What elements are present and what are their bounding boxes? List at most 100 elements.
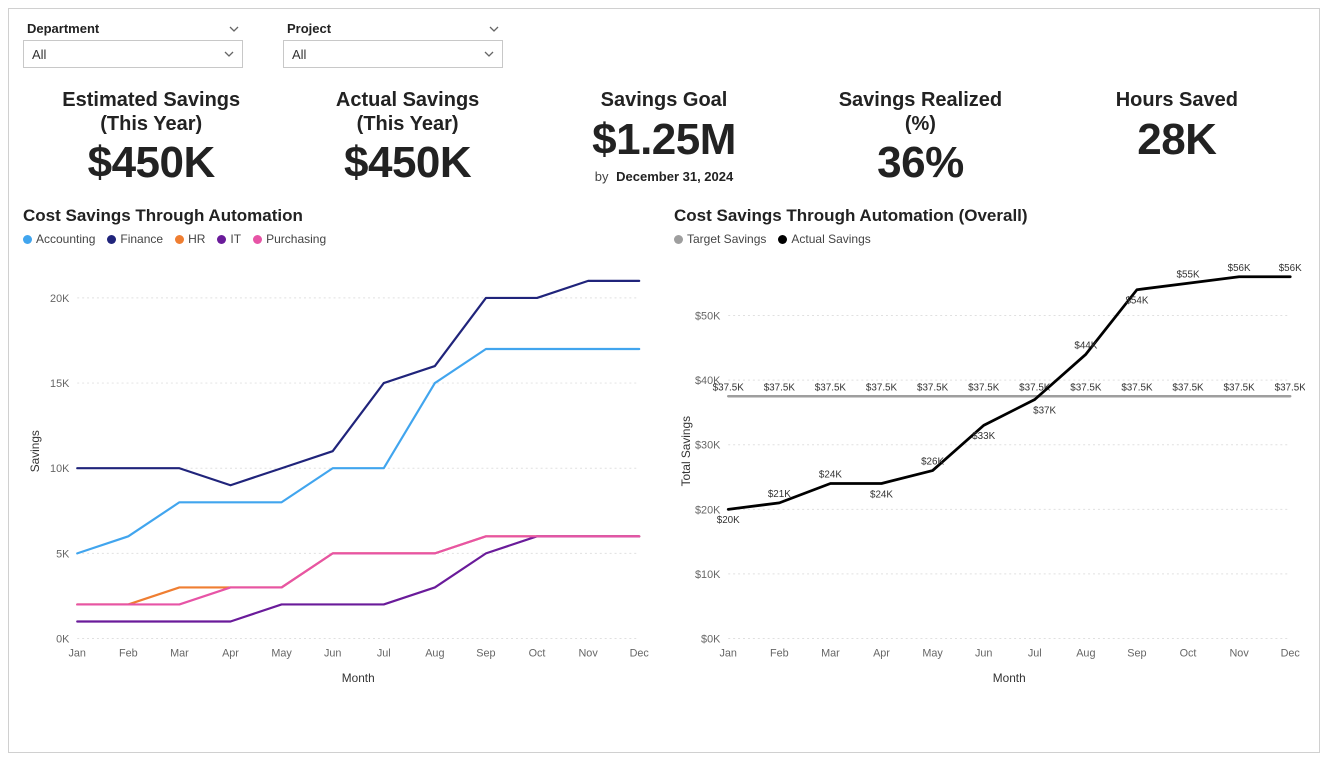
legend-dot-icon [674, 235, 683, 244]
svg-text:$37.5K: $37.5K [713, 382, 745, 393]
svg-text:Jan: Jan [68, 647, 85, 659]
kpi-note: by December 31, 2024 [536, 169, 792, 184]
filter-project-header[interactable]: Project [283, 19, 503, 40]
svg-text:20K: 20K [50, 293, 70, 305]
svg-text:Jan: Jan [719, 647, 736, 659]
kpi-savings-goal: Savings Goal $1.25M by December 31, 2024 [536, 88, 792, 188]
svg-text:Mar: Mar [170, 647, 189, 659]
svg-text:$33K: $33K [972, 431, 995, 442]
legend-item[interactable]: Target Savings [674, 232, 766, 246]
legend-label: Actual Savings [791, 232, 870, 246]
kpi-title: Actual Savings [279, 88, 535, 113]
legend-item[interactable]: Purchasing [253, 232, 326, 246]
kpi-hours-saved: Hours Saved 28K [1049, 88, 1305, 188]
svg-text:Nov: Nov [1229, 647, 1249, 659]
chevron-down-icon [489, 24, 499, 34]
legend-dot-icon [107, 235, 116, 244]
chart-legend: Target Savings Actual Savings [674, 232, 1305, 246]
svg-text:Dec: Dec [1281, 647, 1301, 659]
chart-legend: Accounting Finance HR IT Purchasing [23, 232, 654, 246]
legend-label: HR [188, 232, 205, 246]
legend-dot-icon [778, 235, 787, 244]
kpi-value: $450K [23, 138, 279, 188]
kpi-estimated-savings: Estimated Savings (This Year) $450K [23, 88, 279, 188]
legend-item[interactable]: HR [175, 232, 205, 246]
svg-text:$37K: $37K [1033, 405, 1056, 416]
filter-project-select[interactable]: All [283, 40, 503, 68]
chart-title: Cost Savings Through Automation (Overall… [674, 206, 1305, 226]
svg-text:$56K: $56K [1279, 263, 1302, 274]
svg-text:Mar: Mar [821, 647, 840, 659]
svg-text:$37.5K: $37.5K [815, 382, 847, 393]
legend-label: Finance [120, 232, 163, 246]
kpi-title: Savings Realized [792, 88, 1048, 113]
kpi-value: $450K [279, 138, 535, 188]
svg-text:0K: 0K [56, 633, 70, 645]
legend-dot-icon [217, 235, 226, 244]
svg-text:$26K: $26K [921, 457, 944, 468]
svg-text:$30K: $30K [695, 440, 721, 452]
kpi-title: Estimated Savings [23, 88, 279, 113]
svg-text:$56K: $56K [1228, 263, 1251, 274]
filter-department-label: Department [27, 21, 99, 36]
svg-text:$55K: $55K [1177, 269, 1200, 280]
svg-text:$37.5K: $37.5K [1121, 382, 1153, 393]
svg-text:May: May [271, 647, 292, 659]
svg-text:$37.5K: $37.5K [764, 382, 796, 393]
chevron-down-icon [229, 24, 239, 34]
chart-cost-savings-by-dept: Cost Savings Through Automation Accounti… [23, 206, 654, 693]
svg-text:15K: 15K [50, 378, 70, 390]
svg-text:$24K: $24K [819, 470, 842, 481]
svg-text:Aug: Aug [1076, 647, 1095, 659]
kpi-value: 36% [792, 138, 1048, 188]
filters-row: Department All Project All [23, 19, 1305, 68]
legend-item[interactable]: Accounting [23, 232, 95, 246]
svg-text:$50K: $50K [695, 310, 721, 322]
svg-text:$21K: $21K [768, 489, 791, 500]
legend-item[interactable]: IT [217, 232, 241, 246]
line-chart: 0K5K10K15K20KJanFebMarAprMayJunJulAugSep… [23, 254, 654, 688]
line-chart: $0K$10K$20K$30K$40K$50KJanFebMarAprMayJu… [674, 254, 1305, 688]
svg-text:Sep: Sep [476, 647, 495, 659]
svg-text:Month: Month [993, 671, 1026, 685]
svg-text:May: May [922, 647, 943, 659]
filter-department-header[interactable]: Department [23, 19, 243, 40]
filter-department-select[interactable]: All [23, 40, 243, 68]
svg-text:Dec: Dec [630, 647, 650, 659]
legend-dot-icon [23, 235, 32, 244]
kpi-row: Estimated Savings (This Year) $450K Actu… [23, 88, 1305, 188]
filter-project-label: Project [287, 21, 331, 36]
filter-project-value: All [292, 47, 306, 62]
svg-text:$0K: $0K [701, 633, 721, 645]
kpi-subtitle: (This Year) [279, 113, 535, 136]
svg-text:Feb: Feb [119, 647, 138, 659]
svg-text:Oct: Oct [529, 647, 546, 659]
charts-row: Cost Savings Through Automation Accounti… [23, 206, 1305, 693]
svg-text:$10K: $10K [695, 569, 721, 581]
kpi-value: 28K [1049, 115, 1305, 165]
legend-item[interactable]: Actual Savings [778, 232, 870, 246]
svg-text:Sep: Sep [1127, 647, 1146, 659]
legend-label: IT [230, 232, 241, 246]
svg-text:$37.5K: $37.5K [1070, 382, 1102, 393]
legend-item[interactable]: Finance [107, 232, 163, 246]
svg-text:$24K: $24K [870, 489, 893, 500]
kpi-note-date: December 31, 2024 [616, 169, 733, 184]
svg-text:Month: Month [342, 671, 375, 685]
legend-label: Target Savings [687, 232, 766, 246]
legend-dot-icon [175, 235, 184, 244]
kpi-title: Hours Saved [1049, 88, 1305, 113]
svg-text:$54K: $54K [1125, 296, 1148, 307]
kpi-actual-savings: Actual Savings (This Year) $450K [279, 88, 535, 188]
svg-text:$37.5K: $37.5K [1224, 382, 1256, 393]
svg-text:Feb: Feb [770, 647, 789, 659]
svg-text:Jul: Jul [377, 647, 391, 659]
filter-department-value: All [32, 47, 46, 62]
svg-text:5K: 5K [56, 548, 70, 560]
chevron-down-icon [224, 49, 234, 59]
svg-text:$44K: $44K [1074, 340, 1097, 351]
svg-text:Apr: Apr [873, 647, 890, 659]
chevron-down-icon [484, 49, 494, 59]
kpi-note-by: by [595, 169, 609, 184]
dashboard-container: Department All Project All [8, 8, 1320, 753]
